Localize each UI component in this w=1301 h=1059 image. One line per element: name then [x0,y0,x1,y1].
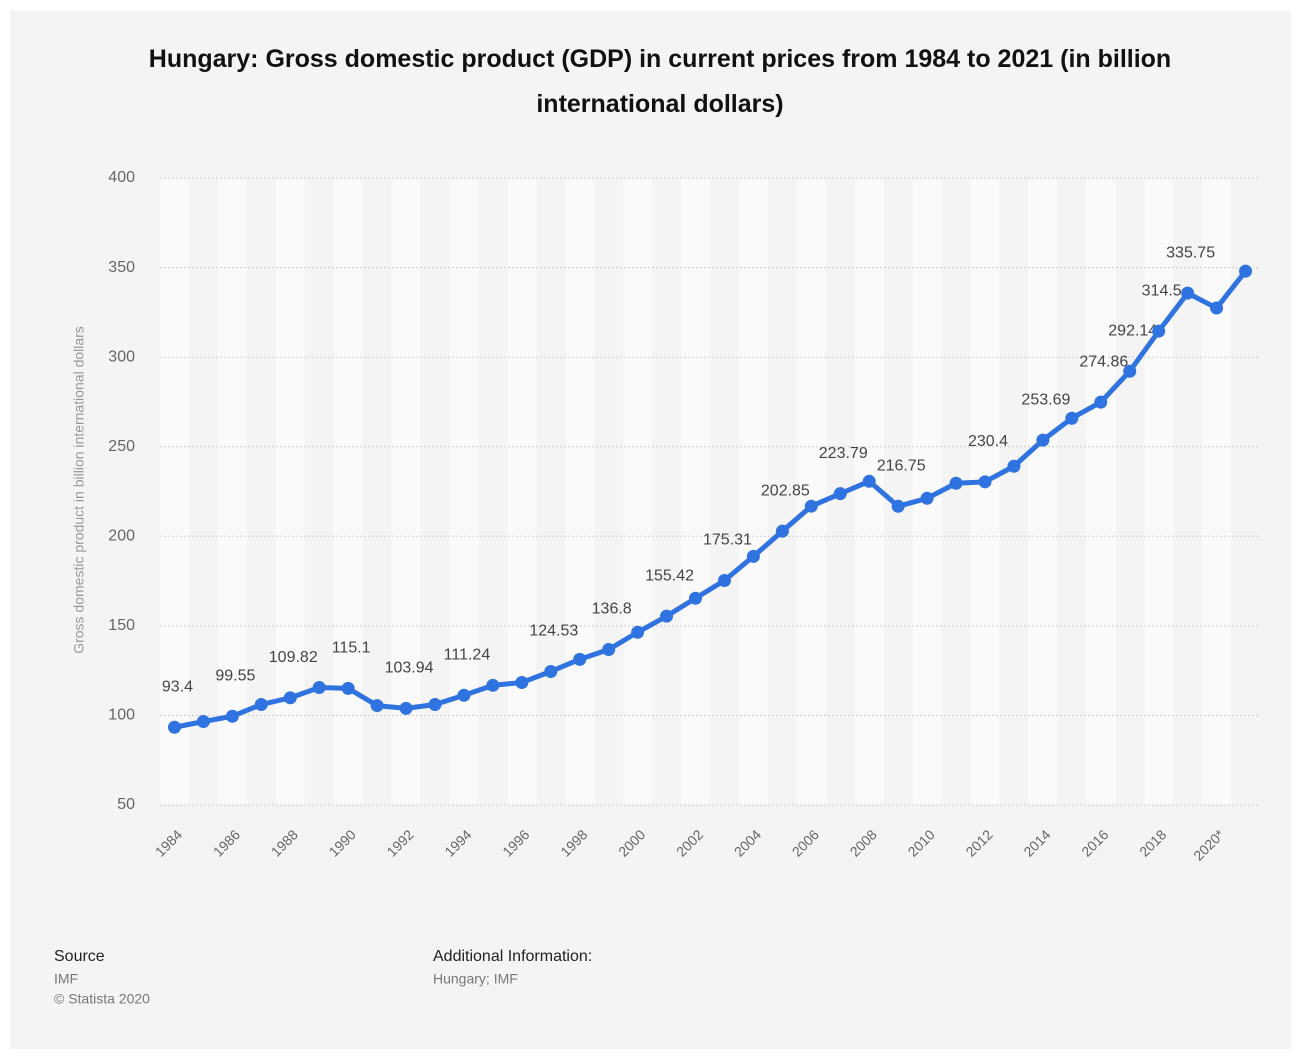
data-label: 292.14 [1108,322,1157,339]
point [167,720,181,734]
source-title: Source [54,948,105,965]
band [738,178,768,805]
point [399,701,413,715]
copyright: © Statista 2020 [54,991,150,1007]
point [1239,264,1253,278]
y-tick-label: 400 [108,169,135,186]
info: Hungary; IMF [433,971,518,987]
point [746,549,760,563]
point [631,625,645,639]
y-tick-label: 100 [108,707,135,724]
band [565,178,595,805]
y-tick-label: 350 [108,259,135,276]
y-tick-label: 250 [108,438,135,455]
band [1144,178,1174,805]
data-label: 274.86 [1079,353,1128,370]
band [1202,178,1232,805]
y-tick-label: 50 [117,796,135,813]
y-tick-label: 200 [108,528,135,545]
source: IMF [54,971,78,987]
point [891,499,905,513]
band [796,178,826,805]
y-tick-label: 150 [108,617,135,634]
point [775,524,789,538]
point [457,688,471,702]
y-tick-label: 300 [108,348,135,365]
point [1181,286,1195,300]
band [1086,178,1116,805]
point [573,652,587,666]
band [970,178,1000,805]
band [507,178,537,805]
data-label: 335.75 [1166,244,1215,261]
data-label: 109.82 [269,649,318,666]
data-label: 253.69 [1021,391,1070,408]
point [515,675,529,689]
y-axis-label: Gross domestic product in billion intern… [71,326,87,654]
band [333,178,363,805]
point [1094,395,1108,409]
data-label: 124.53 [529,623,578,640]
data-label: 155.42 [645,567,694,584]
point [1210,301,1224,315]
point [254,698,268,712]
data-label: 202.85 [761,482,810,499]
info-title: Additional Information: [433,948,592,965]
chart-title: Hungary: Gross domestic product (GDP) in… [149,45,1171,118]
data-label: 216.75 [877,457,926,474]
point [312,680,326,694]
point [833,487,847,501]
point [949,476,963,490]
point [602,643,616,657]
point [920,491,934,505]
point [862,474,876,488]
point [225,709,239,723]
point [1123,364,1137,378]
data-label: 175.31 [703,532,752,549]
point [978,475,992,489]
point [1036,433,1050,447]
band [623,178,653,805]
point [428,698,442,712]
point [717,574,731,588]
data-label: 115.1 [332,640,371,657]
point [1065,411,1079,425]
band [275,178,305,805]
data-label: 314.5 [1142,282,1182,299]
point [544,664,558,678]
data-label: 93.4 [162,678,193,695]
band [160,178,189,805]
band [217,178,247,805]
point [196,715,210,729]
data-label: 223.79 [819,445,868,462]
data-label: 103.94 [385,660,434,677]
band [1028,178,1058,805]
band [391,178,421,805]
point [283,691,297,705]
data-label: 136.8 [592,601,632,618]
point [660,609,674,623]
point [804,499,818,513]
point [1152,324,1166,338]
band [681,178,710,805]
data-label: 111.24 [444,647,491,664]
data-label: 230.4 [968,433,1008,450]
data-label: 99.55 [215,667,255,684]
point [1007,459,1021,473]
point [341,681,355,695]
point [370,699,384,713]
band [449,178,479,805]
point [486,678,500,692]
point [689,591,703,605]
